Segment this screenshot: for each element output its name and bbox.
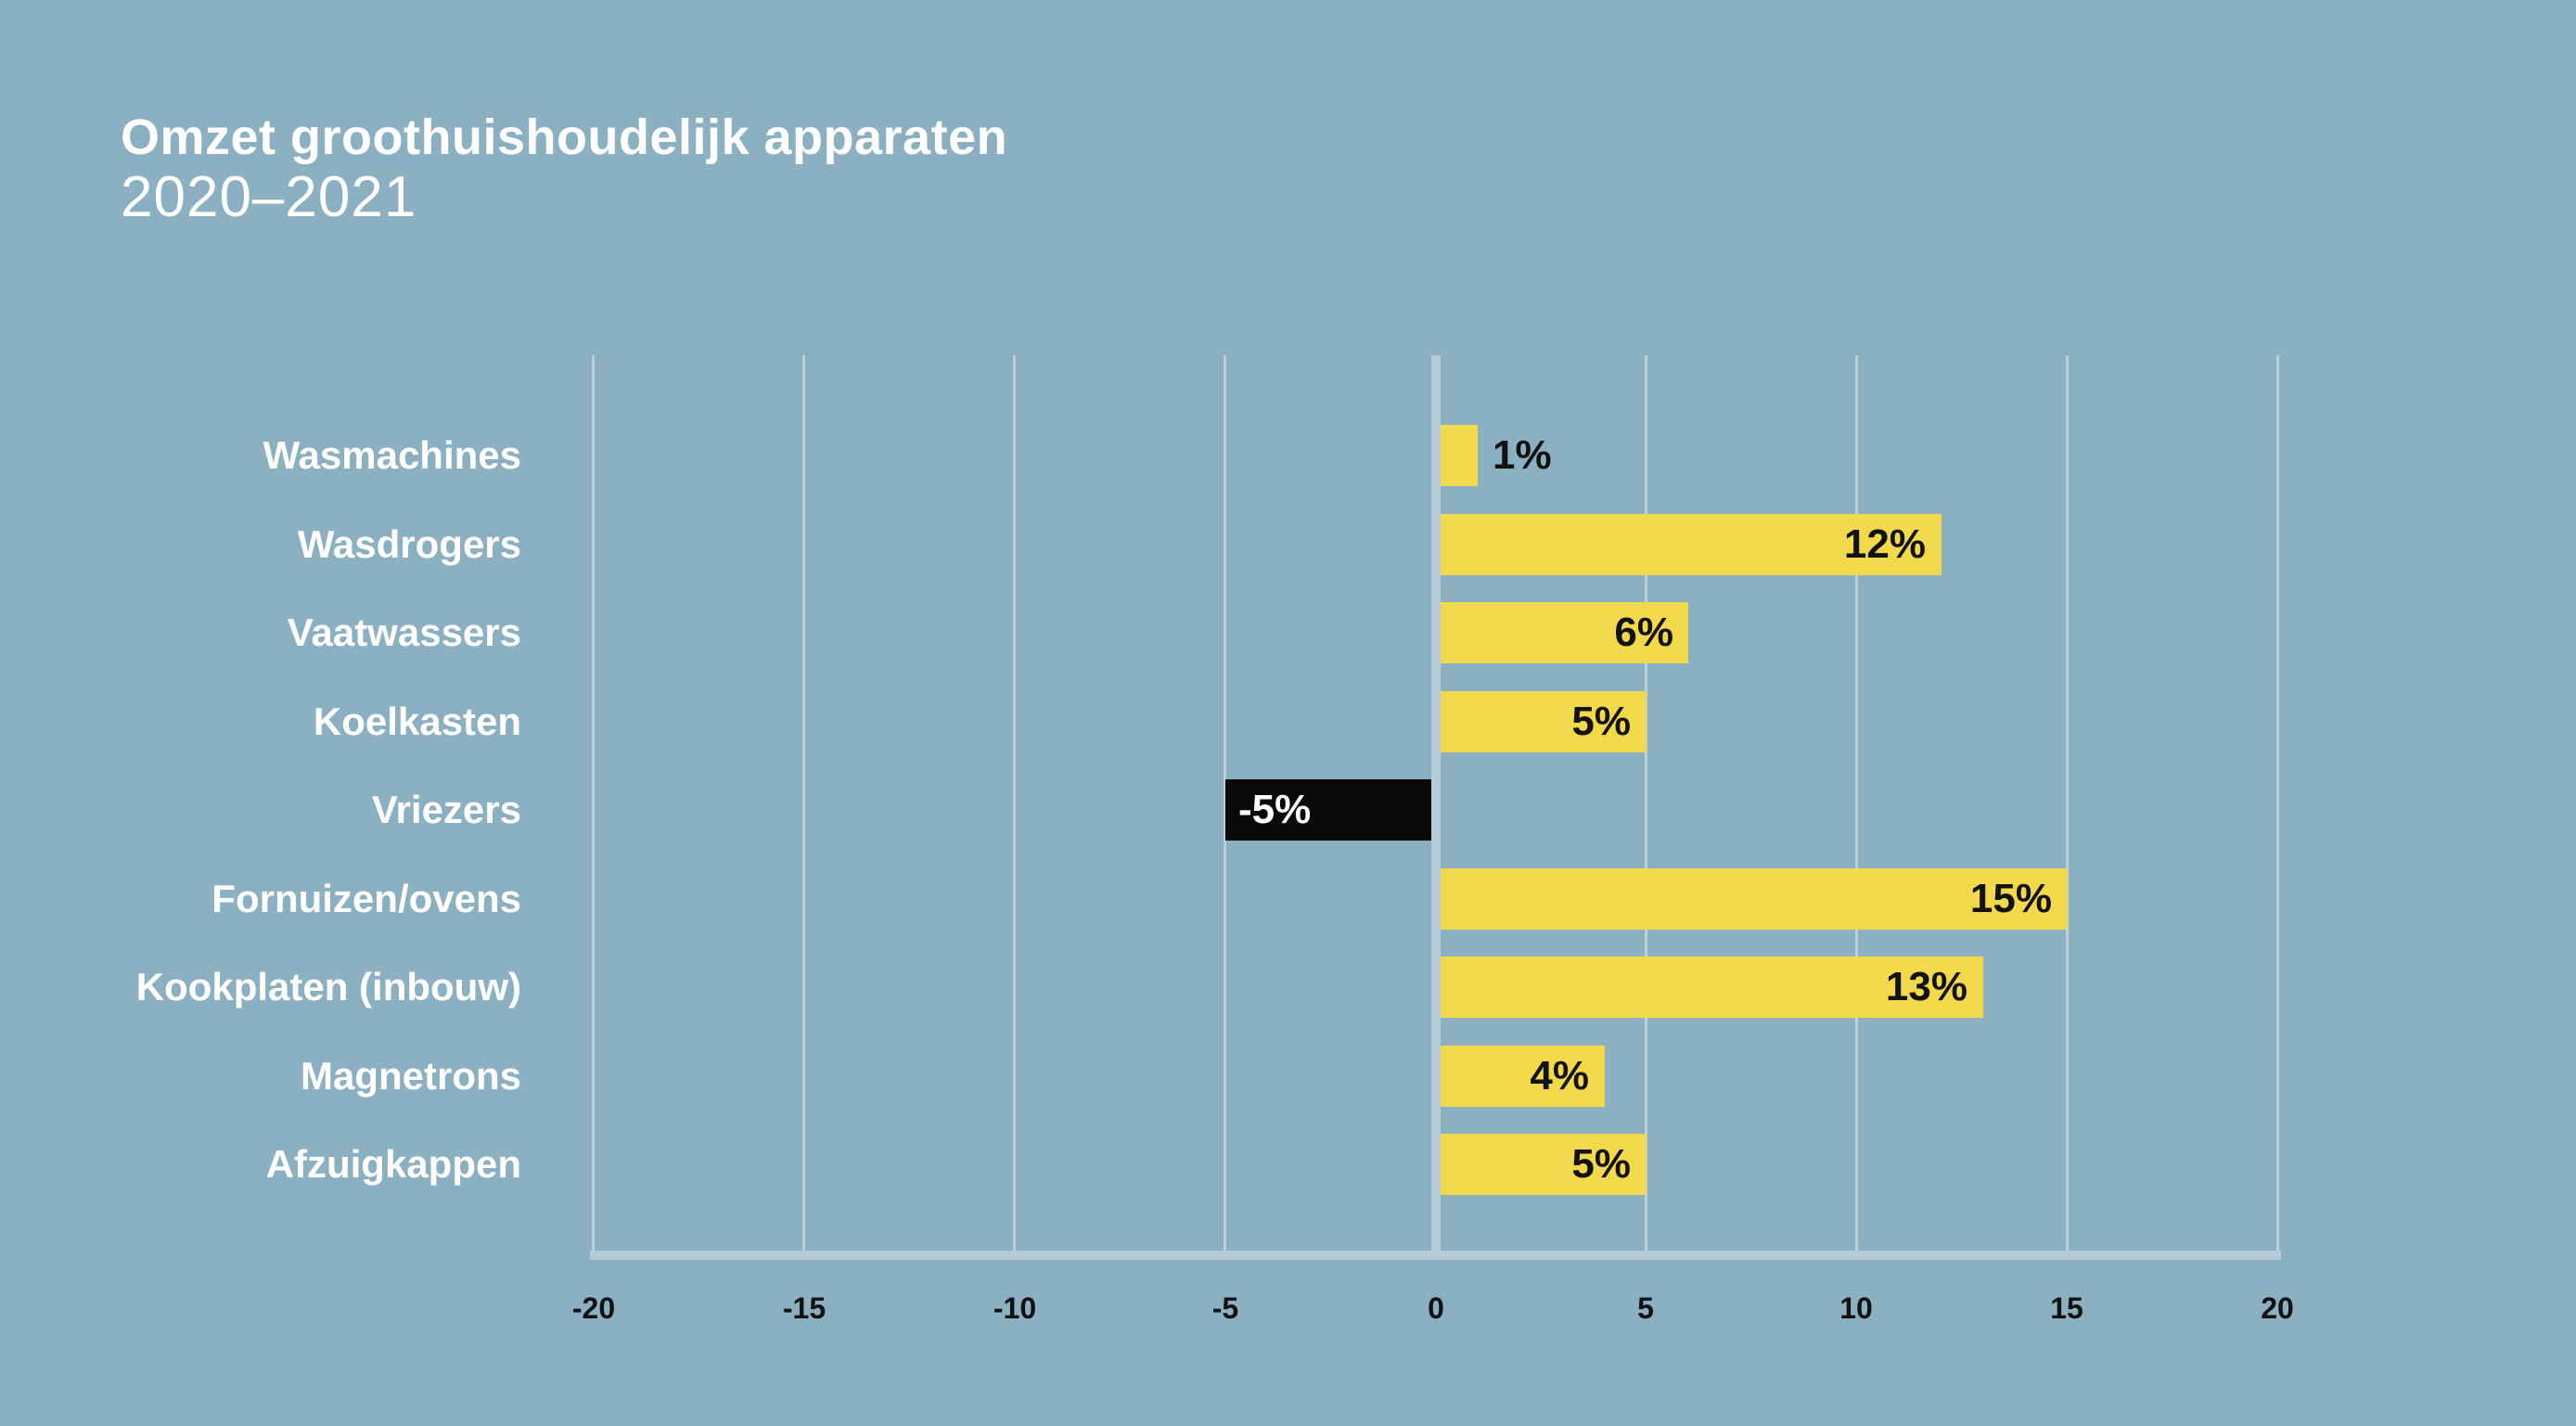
value-label: 13% bbox=[1885, 964, 1967, 1009]
value-label: 12% bbox=[1843, 521, 1926, 567]
category-label: Kookplaten (inbouw) bbox=[135, 965, 521, 1008]
chart-title: Omzet groothuishoudelijk apparaten bbox=[121, 109, 1008, 165]
x-axis-tick-label: -5 bbox=[1211, 1291, 1239, 1325]
gridline bbox=[1855, 355, 1858, 1251]
category-label: Fornuizen/ovens bbox=[211, 877, 521, 920]
category-label: Wasdrogers bbox=[297, 522, 521, 566]
value-label: 5% bbox=[1571, 699, 1631, 744]
gridline bbox=[802, 355, 805, 1251]
bar bbox=[1225, 779, 1431, 841]
bar bbox=[1441, 602, 1688, 663]
category-label: Afzuigkappen bbox=[265, 1142, 521, 1186]
category-label: Koelkasten bbox=[313, 700, 521, 743]
bar bbox=[1441, 425, 1478, 486]
gridline bbox=[1224, 355, 1226, 1251]
value-label: 15% bbox=[1969, 876, 2052, 921]
x-axis-tick-label: 5 bbox=[1637, 1291, 1654, 1325]
x-axis-tick-label: -10 bbox=[993, 1291, 1037, 1325]
category-label: Vriezers bbox=[371, 788, 521, 831]
gridline bbox=[2066, 355, 2069, 1251]
bar bbox=[1441, 957, 1983, 1018]
bar bbox=[1441, 868, 2068, 930]
bar bbox=[1441, 1046, 1605, 1107]
value-label: 6% bbox=[1614, 610, 1673, 655]
bar bbox=[1441, 1134, 1647, 1195]
gridline bbox=[2276, 355, 2279, 1251]
x-axis-tick-label: 10 bbox=[1839, 1291, 1873, 1325]
category-label: Wasmachines bbox=[263, 433, 521, 477]
category-label: Vaatwassers bbox=[287, 610, 521, 654]
gridline bbox=[1013, 355, 1016, 1251]
x-axis-baseline bbox=[590, 1251, 2281, 1260]
chart-header: Omzet groothuishoudelijk apparaten 2020–… bbox=[121, 109, 1007, 229]
gridline bbox=[1645, 355, 1647, 1251]
value-label: 1% bbox=[1493, 432, 1552, 478]
chart-subtitle: 2020–2021 bbox=[121, 165, 417, 230]
value-label: 4% bbox=[1530, 1053, 1589, 1098]
bar bbox=[1441, 514, 1942, 575]
x-axis-tick-label: 15 bbox=[2050, 1291, 2083, 1325]
gridline bbox=[592, 355, 595, 1251]
x-axis-tick-label: -15 bbox=[782, 1291, 827, 1325]
value-label: -5% bbox=[1238, 787, 1312, 832]
zero-axis-line bbox=[1431, 355, 1441, 1251]
category-label: Magnetrons bbox=[300, 1054, 521, 1098]
x-axis-tick-label: 20 bbox=[2261, 1291, 2294, 1325]
x-axis-tick-label: -20 bbox=[571, 1291, 616, 1325]
bar bbox=[1441, 691, 1647, 752]
x-axis-tick-label: 0 bbox=[1428, 1291, 1444, 1325]
value-label: 5% bbox=[1571, 1141, 1631, 1187]
